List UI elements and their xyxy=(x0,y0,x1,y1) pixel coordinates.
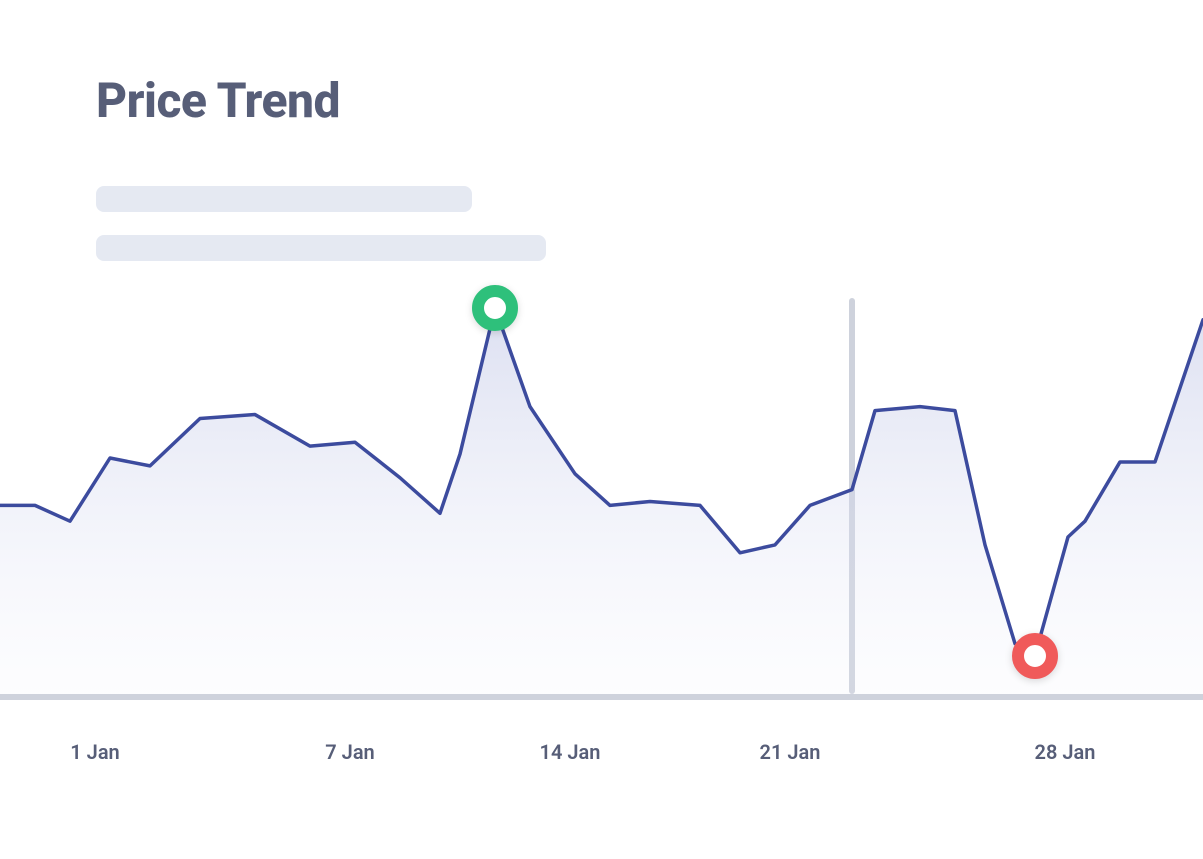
x-axis-line xyxy=(0,694,1203,700)
x-axis-label: 1 Jan xyxy=(70,740,119,764)
placeholder-line-1 xyxy=(96,186,472,212)
page-title: Price Trend xyxy=(96,72,340,129)
x-axis-label: 28 Jan xyxy=(1035,740,1096,764)
x-axis-label: 21 Jan xyxy=(760,740,821,764)
placeholder-line-2 xyxy=(96,235,546,261)
low-marker xyxy=(1012,633,1058,679)
x-axis-label: 14 Jan xyxy=(540,740,601,764)
high-marker xyxy=(472,285,518,331)
x-axis-label: 7 Jan xyxy=(325,740,374,764)
